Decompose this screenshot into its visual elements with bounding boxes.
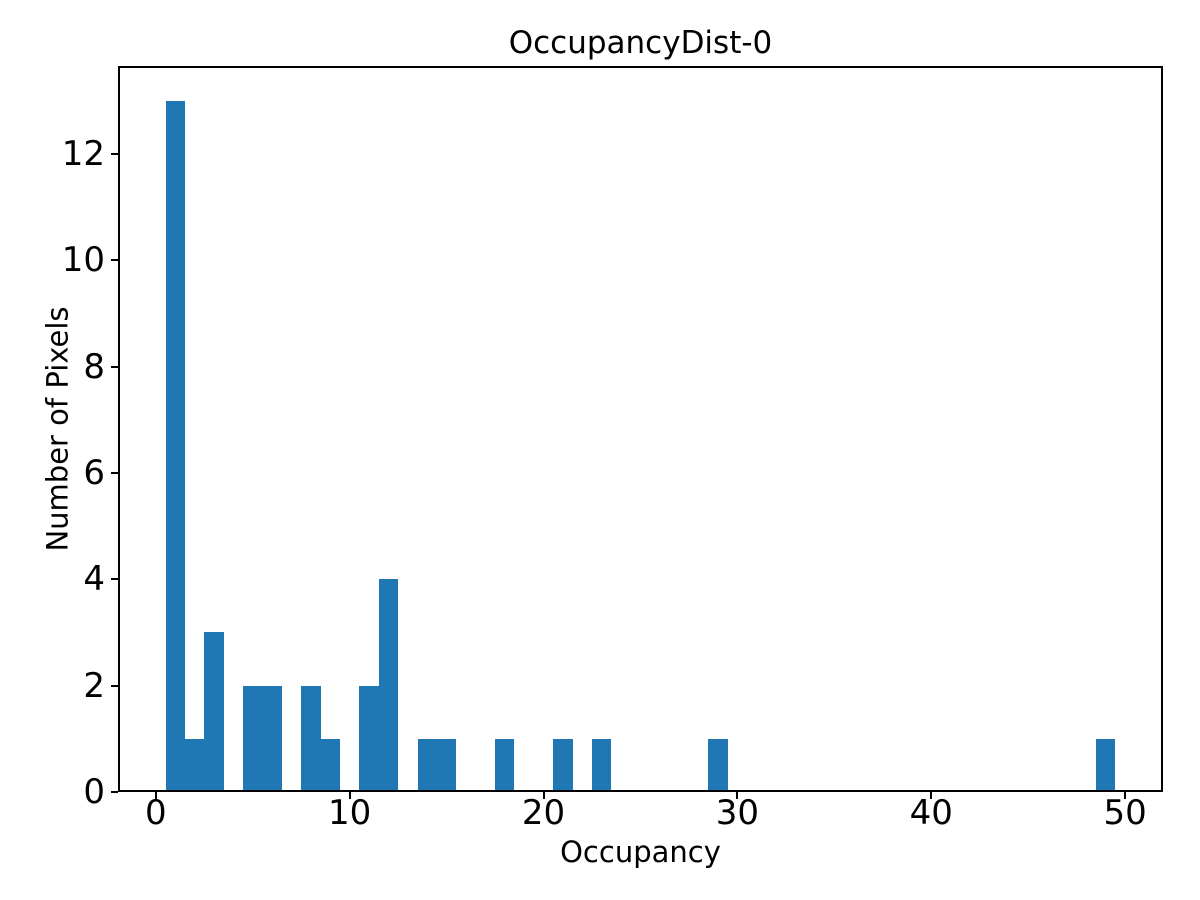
x-tick-label: 0 [144,793,167,833]
histogram-bar [320,738,340,792]
y-tick-mark [111,578,118,581]
x-tick-label: 40 [909,793,953,833]
histogram-bar [165,100,185,792]
x-tick-mark [1124,792,1127,799]
x-axis-label: Occupancy [560,835,721,869]
histogram-bar [301,685,321,792]
y-tick-mark [111,471,118,474]
histogram-bar [243,685,263,792]
y-tick-label: 6 [83,452,105,493]
y-tick-mark [111,365,118,368]
histogram-bar [378,579,399,792]
histogram-bar [1096,738,1116,792]
histogram-bar [553,738,573,792]
y-tick-label: 8 [83,346,105,387]
x-tick-label: 30 [715,793,760,833]
y-tick-mark [111,791,118,793]
histogram-bar [359,685,379,792]
plot-area [118,66,1163,792]
y-tick-mark [111,259,118,262]
y-axis-label: Number of Pixels [40,306,75,552]
histogram-bar [436,738,457,792]
histogram-bar [592,738,612,792]
x-tick-mark [736,792,739,799]
x-tick-label: 10 [328,793,372,833]
histogram-bar [708,738,728,792]
y-tick-label: 0 [83,772,105,812]
y-tick-mark [111,152,118,155]
histogram-bar [204,632,224,792]
x-tick-mark [348,792,351,799]
histogram-bar [262,685,282,792]
histogram-bar [495,738,515,792]
x-tick-label: 20 [521,793,566,833]
x-tick-label: 50 [1103,793,1147,833]
y-tick-label: 4 [83,559,105,600]
x-tick-mark [154,792,157,799]
y-tick-label: 12 [61,133,105,174]
x-tick-mark [542,792,545,799]
histogram-bar [184,738,205,792]
chart-title: OccupancyDist-0 [508,25,773,61]
x-tick-mark [930,792,933,799]
y-tick-label: 10 [61,240,105,281]
y-tick-label: 2 [83,665,105,706]
y-tick-mark [111,684,118,687]
histogram-bar [417,738,437,792]
